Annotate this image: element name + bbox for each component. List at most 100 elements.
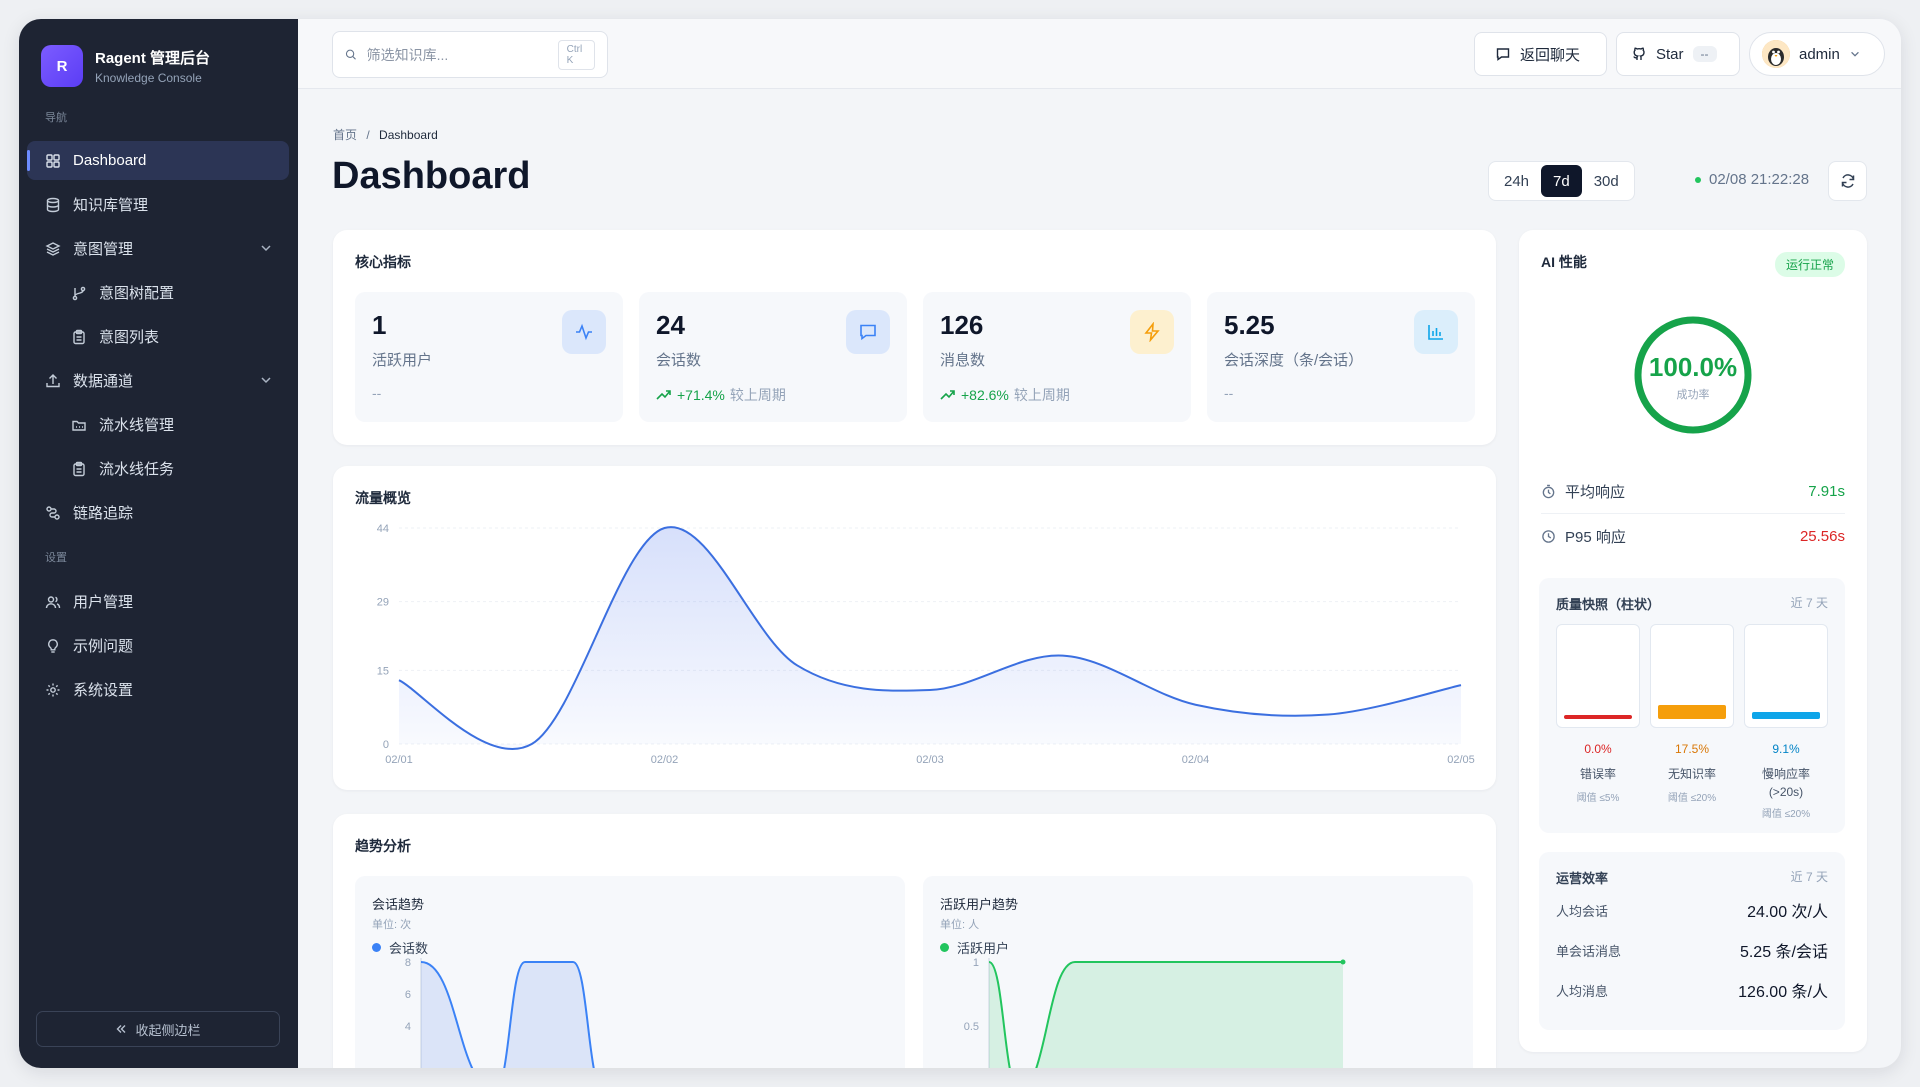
active-user-trend-unit: 单位: 人	[940, 919, 980, 931]
grid-icon	[46, 153, 60, 168]
live-status-dot	[1695, 176, 1701, 183]
ai-performance-title: AI 性能	[1541, 254, 1587, 270]
traffic-area	[399, 527, 1461, 750]
avatar	[1762, 40, 1790, 68]
efficiency-label: 人均消息	[1556, 983, 1609, 999]
ai-performance-card: AI 性能 运行正常 100.0% 成功率 平均响应 7.91s P95 响应 …	[1519, 230, 1867, 1052]
metric-sessions[interactable]: 24 会话数 +71.4% 较上周期	[639, 292, 907, 422]
sidebar-item-users[interactable]: 用户管理	[27, 582, 289, 621]
brand[interactable]: R Ragent 管理后台 Knowledge Console	[41, 45, 210, 87]
sidebar-item-label: 流水线任务	[99, 461, 175, 478]
last-updated-time: 02/08 21:22:28	[1709, 171, 1810, 188]
session-trend-chart[interactable]: 4 6 8	[355, 876, 905, 1068]
avg-response-value: 7.91s	[1808, 483, 1845, 500]
metric-messages[interactable]: 126 消息数 +82.6% 较上周期	[923, 292, 1191, 422]
sidebar-item-pipeline-tasks[interactable]: 流水线任务	[27, 449, 289, 488]
sidebar-item-label: 意图树配置	[99, 285, 175, 302]
sidebar-item-label: 流水线管理	[99, 417, 175, 434]
collapse-sidebar-button[interactable]: 收起侧边栏	[36, 1011, 280, 1047]
quality-bar-value: 17.5%	[1674, 742, 1710, 756]
sidebar-item-label: 意图管理	[73, 241, 134, 258]
metric-session-depth[interactable]: 5.25 会话深度（条/会话） --	[1207, 292, 1475, 422]
chevron-down-icon[interactable]	[259, 373, 273, 387]
gear-icon	[46, 683, 60, 696]
sidebar-item-data-channel[interactable]: 数据通道	[27, 361, 289, 400]
user-menu-button[interactable]: admin	[1749, 32, 1885, 76]
back-to-chat-button[interactable]: 返回聊天	[1474, 32, 1607, 76]
success-rate-label: 成功率	[1676, 389, 1710, 401]
sidebar-item-intent-tree[interactable]: 意图树配置	[27, 273, 289, 312]
x-tick-label: 02/04	[1182, 754, 1210, 766]
quality-bar-name: 慢响应率 (>20s)	[1744, 765, 1828, 801]
sidebar-item-intent-list[interactable]: 意图列表	[27, 317, 289, 356]
sidebar-item-intent-management[interactable]: 意图管理	[27, 229, 289, 268]
quality-bar-name: 错误率	[1579, 767, 1616, 781]
quality-snapshot-panel: 质量快照（柱状） 近 7 天 0.0% 错误率 阈值 ≤5% 17.5% 无知识…	[1539, 578, 1845, 833]
breadcrumb-home[interactable]: 首页	[333, 128, 358, 142]
quality-bar-box	[1556, 624, 1640, 728]
trend-analysis-card: 趋势分析 会话趋势 单位: 次 会话数 4 6 8 活跃用户趋势 单位: 人 活跃用…	[333, 814, 1496, 1068]
refresh-icon	[1841, 174, 1854, 188]
refresh-button[interactable]	[1828, 161, 1867, 201]
metric-label: 会话数	[656, 352, 702, 369]
success-rate-value: 100.0%	[1648, 352, 1738, 382]
quality-bar-no-knowledge-rate[interactable]: 17.5% 无知识率 阈值 ≤20%	[1650, 624, 1734, 804]
x-tick-label: 02/05	[1447, 754, 1475, 766]
traffic-overview-card: 流量概览 0 15 29 44 02/01 02/02 02/03 02/04 02/05	[333, 466, 1496, 790]
search-box[interactable]: Ctrl K	[332, 31, 608, 78]
sidebar-item-label: 数据通道	[73, 373, 134, 390]
brand-subtitle: Knowledge Console	[95, 71, 202, 85]
sidebar-item-dashboard[interactable]: Dashboard	[27, 141, 289, 180]
status-badge: 运行正常	[1774, 252, 1845, 277]
quality-bar-box	[1744, 624, 1828, 728]
star-count: --	[1692, 46, 1717, 62]
quality-bar-threshold: 阈值 ≤20%	[1761, 809, 1811, 820]
quality-bar-error-rate[interactable]: 0.0% 错误率 阈值 ≤5%	[1556, 624, 1640, 804]
sidebar-item-label: 知识库管理	[73, 197, 149, 214]
efficiency-label: 人均会话	[1556, 903, 1609, 919]
breadcrumb-current: Dashboard	[379, 128, 438, 142]
range-30d-button[interactable]: 30d	[1593, 172, 1619, 190]
metric-foot-text: --	[1224, 385, 1234, 401]
bar-chart-icon	[1414, 310, 1458, 354]
trend-up-icon	[940, 390, 955, 400]
y-tick-label: 29	[377, 597, 389, 609]
quality-snapshot-title: 质量快照（柱状）	[1556, 597, 1661, 612]
time-range-selector: 24h 7d 30d	[1488, 161, 1635, 201]
metric-active-users[interactable]: 1 活跃用户 --	[355, 292, 623, 422]
trend-area	[989, 962, 1343, 1068]
quality-bar-box	[1650, 624, 1734, 728]
core-metrics-card: 核心指标 1 活跃用户 -- 24 会话数 +71.4% 较上周期 126 消息…	[333, 230, 1496, 445]
efficiency-value: 126.00 条/人	[1738, 984, 1828, 1001]
active-user-trend-chart[interactable]: 0.51	[923, 876, 1473, 1068]
session-trend-legend[interactable]: 会话数	[372, 938, 428, 957]
chevron-down-icon[interactable]	[259, 241, 273, 255]
quality-bar-slow-response-rate[interactable]: 9.1% 慢响应率 (>20s) 阈值 ≤20%	[1744, 624, 1828, 820]
sidebar-item-system-settings[interactable]: 系统设置	[27, 670, 289, 709]
sidebar-item-trace[interactable]: 链路追踪	[27, 493, 289, 532]
quality-bar-fill	[1658, 705, 1726, 719]
metric-value: 5.25	[1224, 310, 1275, 340]
github-star-button[interactable]: Star --	[1616, 32, 1740, 76]
sidebar-item-knowledge-base[interactable]: 知识库管理	[27, 185, 289, 224]
settings-section-label: 设置	[45, 552, 67, 564]
y-tick-label: 44	[377, 523, 389, 535]
y-tick-label: 0.5	[964, 1021, 979, 1033]
efficiency-period: 近 7 天	[1790, 870, 1828, 884]
traffic-chart[interactable]: 0 15 29 44 02/01 02/02 02/03 02/04 02/05	[333, 466, 1496, 790]
range-24h-button[interactable]: 24h	[1504, 172, 1530, 190]
sidebar-item-pipeline-management[interactable]: 流水线管理	[27, 405, 289, 444]
timer-icon	[1542, 484, 1555, 499]
y-tick-label: 0	[383, 739, 389, 751]
p95-response-value: 25.56s	[1799, 527, 1845, 545]
search-input[interactable]	[366, 46, 548, 63]
sidebar-item-sample-questions[interactable]: 示例问题	[27, 626, 289, 665]
sidebar-item-label: 示例问题	[73, 638, 134, 655]
traffic-line	[398, 526, 1462, 751]
legend-label: 会话数	[389, 941, 429, 956]
range-7d-button[interactable]: 7d	[1541, 165, 1582, 197]
collapse-sidebar-label: 收起侧边栏	[135, 1022, 201, 1038]
quality-bar-fill	[1564, 715, 1632, 719]
trend-end-point	[1340, 959, 1346, 965]
active-user-trend-legend[interactable]: 活跃用户	[940, 938, 1009, 957]
